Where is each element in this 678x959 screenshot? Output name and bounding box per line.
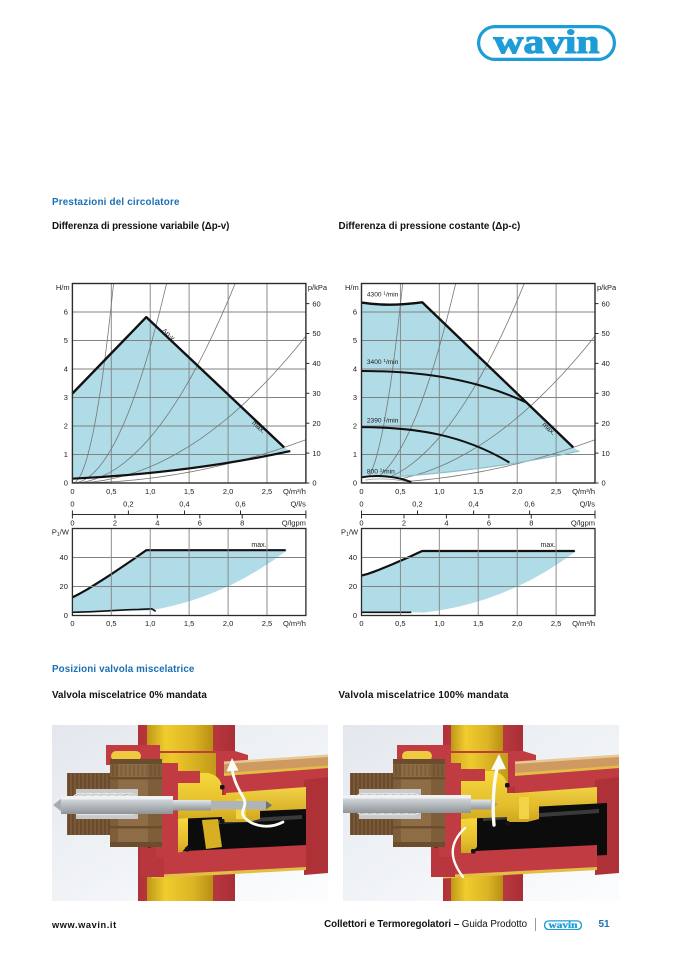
svg-text:P1/W: P1/W (341, 528, 359, 539)
svg-text:0: 0 (359, 619, 363, 628)
svg-text:wavin: wavin (549, 920, 579, 930)
svg-text:0: 0 (70, 487, 74, 496)
svg-text:1,5: 1,5 (473, 619, 483, 628)
svg-text:0,5: 0,5 (395, 619, 405, 628)
svg-text:2: 2 (64, 422, 68, 431)
svg-text:Q/m³/h: Q/m³/h (283, 487, 306, 496)
svg-text:40: 40 (602, 359, 610, 368)
svg-text:1,0: 1,0 (434, 619, 444, 628)
svg-text:800 1/min: 800 1/min (367, 468, 395, 476)
svg-text:40: 40 (349, 553, 357, 562)
svg-text:2,5: 2,5 (262, 487, 272, 496)
svg-text:4: 4 (64, 365, 68, 374)
svg-text:0: 0 (64, 479, 68, 488)
svg-text:0: 0 (70, 518, 74, 527)
svg-text:50: 50 (602, 329, 610, 338)
svg-text:5: 5 (64, 336, 68, 345)
svg-text:0: 0 (312, 479, 316, 488)
svg-text:0: 0 (602, 479, 606, 488)
svg-text:1,5: 1,5 (473, 487, 483, 496)
svg-text:Q/lgpm: Q/lgpm (571, 518, 595, 527)
svg-text:2,5: 2,5 (262, 619, 272, 628)
svg-text:2: 2 (353, 422, 357, 431)
svg-text:0: 0 (359, 518, 363, 527)
svg-text:3400 1/min: 3400 1/min (367, 358, 399, 366)
svg-text:2,0: 2,0 (512, 487, 522, 496)
svg-text:0,5: 0,5 (106, 619, 116, 628)
svg-text:2: 2 (113, 518, 117, 527)
svg-text:2: 2 (402, 518, 406, 527)
svg-text:0: 0 (353, 479, 357, 488)
svg-text:Q/l/s: Q/l/s (580, 500, 596, 509)
svg-text:1: 1 (353, 450, 357, 459)
svg-text:30: 30 (602, 389, 610, 398)
svg-text:p/kPa: p/kPa (308, 283, 328, 292)
svg-text:10: 10 (602, 449, 610, 458)
svg-text:2,5: 2,5 (551, 487, 561, 496)
svg-text:0: 0 (359, 500, 363, 509)
svg-text:60: 60 (312, 299, 320, 308)
svg-text:0,6: 0,6 (524, 500, 534, 509)
svg-text:4: 4 (155, 518, 159, 527)
svg-text:50: 50 (312, 329, 320, 338)
svg-text:wavin: wavin (494, 25, 600, 61)
svg-text:30: 30 (312, 389, 320, 398)
svg-text:8: 8 (529, 518, 533, 527)
svg-text:0: 0 (359, 487, 363, 496)
svg-text:1,5: 1,5 (184, 487, 194, 496)
svg-text:20: 20 (312, 419, 320, 428)
svg-text:5: 5 (353, 336, 357, 345)
svg-text:2390 1/min: 2390 1/min (367, 416, 399, 424)
svg-text:0: 0 (70, 500, 74, 509)
svg-text:4: 4 (444, 518, 448, 527)
svg-text:0: 0 (64, 611, 68, 620)
svg-text:6: 6 (353, 308, 357, 317)
svg-text:4: 4 (353, 365, 357, 374)
svg-text:Q/m³/h: Q/m³/h (572, 619, 595, 628)
svg-text:6: 6 (198, 518, 202, 527)
svg-text:max.: max. (541, 542, 556, 549)
svg-text:1,0: 1,0 (145, 619, 155, 628)
svg-text:0: 0 (70, 619, 74, 628)
svg-text:60: 60 (602, 299, 610, 308)
svg-text:1,0: 1,0 (434, 487, 444, 496)
svg-text:3: 3 (353, 393, 357, 402)
svg-text:0,2: 0,2 (123, 500, 133, 509)
svg-text:3: 3 (64, 393, 68, 402)
svg-text:1: 1 (64, 450, 68, 459)
svg-text:Q/m³/h: Q/m³/h (572, 487, 595, 496)
svg-text:2,0: 2,0 (223, 487, 233, 496)
svg-text:Q/lgpm: Q/lgpm (282, 518, 306, 527)
svg-text:6: 6 (64, 308, 68, 317)
svg-text:20: 20 (60, 582, 68, 591)
svg-text:2,0: 2,0 (223, 619, 233, 628)
svg-text:40: 40 (312, 359, 320, 368)
svg-text:max.: max. (251, 542, 266, 549)
svg-text:1,0: 1,0 (145, 487, 155, 496)
svg-text:0,4: 0,4 (179, 500, 189, 509)
svg-text:H/m: H/m (56, 283, 70, 292)
svg-text:0,5: 0,5 (395, 487, 405, 496)
svg-text:0,4: 0,4 (468, 500, 478, 509)
svg-text:4300 1/min: 4300 1/min (367, 290, 399, 298)
svg-text:2,5: 2,5 (551, 619, 561, 628)
svg-text:2,0: 2,0 (512, 619, 522, 628)
svg-text:H/m: H/m (345, 283, 359, 292)
svg-text:8: 8 (240, 518, 244, 527)
svg-text:0: 0 (353, 611, 357, 620)
svg-text:0,6: 0,6 (235, 500, 245, 509)
svg-text:1,5: 1,5 (184, 619, 194, 628)
svg-text:6: 6 (487, 518, 491, 527)
svg-text:P1/W: P1/W (52, 528, 70, 539)
svg-text:Q/l/s: Q/l/s (290, 500, 306, 509)
svg-text:20: 20 (349, 582, 357, 591)
svg-text:10: 10 (312, 449, 320, 458)
svg-text:0,5: 0,5 (106, 487, 116, 496)
svg-text:40: 40 (60, 553, 68, 562)
svg-text:p/kPa: p/kPa (597, 283, 617, 292)
svg-text:20: 20 (602, 419, 610, 428)
svg-text:Q/m³/h: Q/m³/h (283, 619, 306, 628)
svg-text:0,2: 0,2 (412, 500, 422, 509)
